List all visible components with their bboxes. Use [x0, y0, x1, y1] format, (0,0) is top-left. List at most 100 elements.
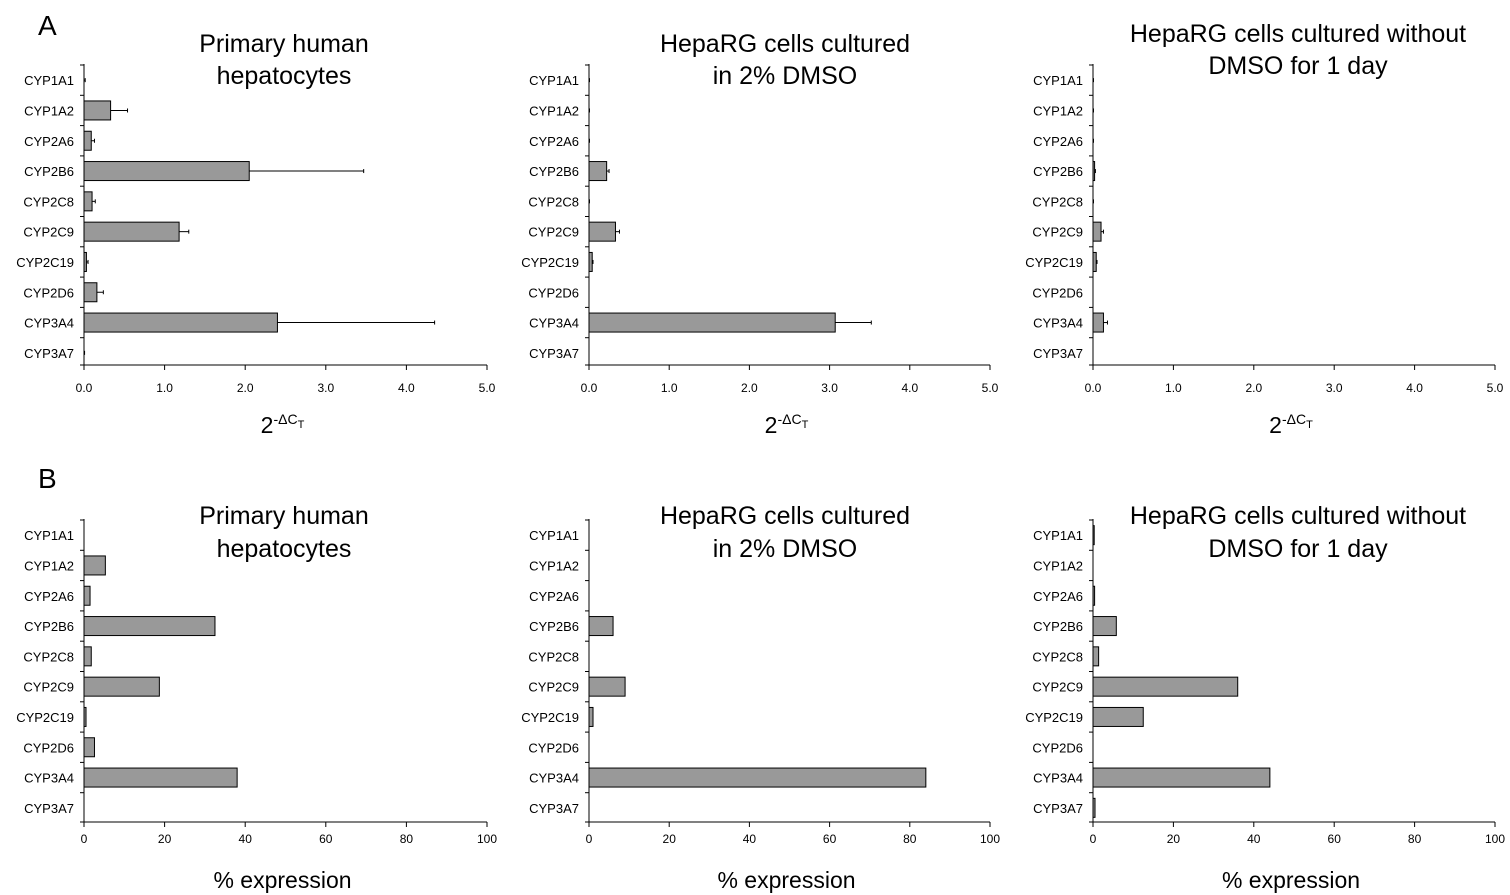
- category-label: CYP3A7: [1033, 801, 1083, 816]
- x-tick-label: 100: [980, 832, 1000, 846]
- bar: [83, 767, 238, 788]
- x-tick-label: 1.0: [661, 381, 678, 395]
- x-tick-label: 20: [1167, 832, 1181, 846]
- bar: [1092, 312, 1104, 333]
- x-tick-label: 60: [823, 832, 837, 846]
- x-tick-label: 80: [903, 832, 917, 846]
- category-label: CYP1A1: [24, 528, 74, 543]
- category-label: CYP3A4: [1033, 771, 1083, 786]
- bar: [1092, 706, 1144, 727]
- x-tick-label: 2.0: [237, 381, 254, 395]
- x-tick-label: 3.0: [317, 381, 334, 395]
- chart-title-line-2: DMSO for 1 day: [1208, 535, 1388, 563]
- bar: [1092, 161, 1096, 182]
- x-axis-label: 2-ΔCT: [765, 411, 809, 438]
- bar: [1092, 251, 1097, 272]
- x-tick-label: 3.0: [1326, 381, 1343, 395]
- category-label: CYP2D6: [1032, 285, 1083, 300]
- category-label: CYP2A6: [24, 589, 74, 604]
- category-label: CYP1A1: [24, 73, 74, 88]
- category-label: CYP3A7: [24, 346, 74, 361]
- bar: [1092, 221, 1102, 242]
- x-axis-label: % expression: [717, 867, 855, 893]
- x-tick-label: 40: [1247, 832, 1261, 846]
- category-label: CYP1A1: [1033, 73, 1083, 88]
- category-label: CYP1A2: [24, 103, 74, 118]
- category-label: CYP3A4: [529, 771, 579, 786]
- category-label: CYP1A2: [1033, 103, 1083, 118]
- category-label: CYP2C19: [1025, 255, 1083, 270]
- category-label: CYP2A6: [24, 134, 74, 149]
- bar: [83, 585, 91, 606]
- x-tick-label: 1.0: [1165, 381, 1182, 395]
- category-label: CYP2A6: [529, 589, 579, 604]
- category-label: CYP2A6: [1033, 134, 1083, 149]
- bar: [83, 221, 180, 242]
- chart-title-line-2: hepatocytes: [217, 62, 352, 90]
- bar: [1092, 676, 1239, 697]
- category-label: CYP2D6: [528, 740, 579, 755]
- x-tick-label: 40: [239, 832, 253, 846]
- bar: [1092, 797, 1096, 818]
- category-label: CYP1A2: [529, 103, 579, 118]
- category-label: CYP1A2: [24, 558, 74, 573]
- x-axis-label: 2-ΔCT: [261, 411, 305, 438]
- x-tick-label: 4.0: [398, 381, 415, 395]
- x-tick-label: 0: [1090, 832, 1097, 846]
- bar: [588, 312, 836, 333]
- x-axis-label: % expression: [213, 867, 351, 893]
- chart-title-line-2: hepatocytes: [217, 535, 352, 563]
- category-label: CYP2C8: [528, 194, 579, 209]
- category-label: CYP2B6: [529, 619, 579, 634]
- category-label: CYP2C9: [23, 680, 74, 695]
- x-tick-label: 0.0: [1085, 381, 1102, 395]
- bar: [83, 646, 92, 667]
- bar: [1092, 585, 1096, 606]
- x-tick-label: 5.0: [1487, 381, 1504, 395]
- category-label: CYP3A7: [529, 346, 579, 361]
- bar: [588, 767, 927, 788]
- category-label: CYP2B6: [1033, 619, 1083, 634]
- x-tick-label: 60: [319, 832, 333, 846]
- category-label: CYP3A7: [1033, 346, 1083, 361]
- x-tick-label: 80: [400, 832, 414, 846]
- category-label: CYP3A4: [529, 316, 579, 331]
- chart-title-line-1: HepaRG cells cultured without: [1130, 502, 1466, 530]
- category-label: CYP1A1: [1033, 528, 1083, 543]
- category-label: CYP1A1: [529, 73, 579, 88]
- category-label: CYP2A6: [529, 134, 579, 149]
- category-label: CYP1A2: [529, 558, 579, 573]
- category-label: CYP3A7: [24, 801, 74, 816]
- category-label: CYP2C19: [16, 255, 74, 270]
- category-label: CYP2C19: [521, 255, 579, 270]
- chart-title-line-1: HepaRG cells cultured: [660, 30, 910, 58]
- category-label: CYP2C8: [23, 649, 74, 664]
- category-label: CYP3A7: [529, 801, 579, 816]
- bar: [588, 616, 614, 637]
- category-label: CYP2C9: [23, 225, 74, 240]
- category-label: CYP2D6: [1032, 740, 1083, 755]
- x-tick-label: 4.0: [1406, 381, 1423, 395]
- category-label: CYP2B6: [24, 619, 74, 634]
- chart-panel-2: HepaRG cells cultured in 2% DMSO CYP1A1 CYP…: [521, 30, 998, 438]
- category-label: CYP2D6: [528, 285, 579, 300]
- bar: [1092, 767, 1271, 788]
- bar: [83, 312, 278, 333]
- bar: [83, 676, 160, 697]
- panel-label-b: B: [38, 463, 57, 494]
- panel-label-a: A: [38, 10, 57, 41]
- chart-panel-3: HepaRG cells cultured without DMSO for 1 …: [1025, 20, 1503, 438]
- category-label: CYP2C9: [1032, 225, 1083, 240]
- x-tick-label: 100: [1485, 832, 1505, 846]
- bar: [83, 706, 87, 727]
- chart-title-line-1: HepaRG cells cultured: [660, 502, 910, 530]
- x-tick-label: 20: [663, 832, 677, 846]
- x-axis-label: % expression: [1222, 867, 1360, 893]
- bar: [588, 676, 626, 697]
- category-label: CYP2C8: [1032, 194, 1083, 209]
- x-tick-label: 5.0: [479, 381, 496, 395]
- chart-panel-1: Primary human hepatocytes CYP1A1 CYP1A2 CYP2…: [16, 30, 495, 438]
- x-tick-label: 60: [1328, 832, 1342, 846]
- category-label: CYP2D6: [23, 285, 74, 300]
- bar: [83, 616, 216, 637]
